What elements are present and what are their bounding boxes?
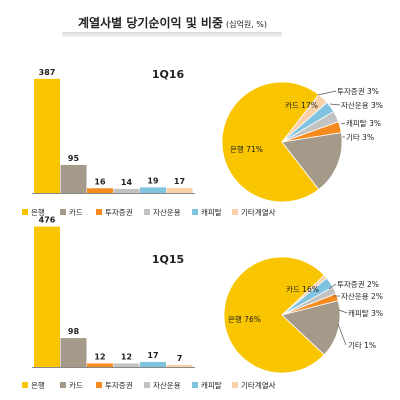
bar-1-1 — [34, 78, 60, 193]
legend-swatch-1-3 — [96, 209, 102, 215]
bar-value-label-2-6: 7 — [177, 354, 183, 363]
pie-leader-line-2-5 — [338, 309, 348, 314]
pie-leader-line-1-4 — [329, 103, 341, 106]
pie-leader-line-2-3 — [328, 283, 337, 290]
bar-2-1 — [34, 226, 60, 367]
pie-slice-1-2 — [281, 132, 343, 190]
bar-2-5 — [140, 361, 166, 367]
pie-label-2-4: 자산운용 2% — [341, 291, 383, 301]
legend-label-2-6: 기타계열사 — [241, 380, 276, 390]
pie-label-2-5: 캐피탈 3% — [348, 309, 383, 318]
bar-value-label-2-1: 476 — [39, 216, 56, 225]
legend-label-1-4: 자산운용 — [153, 207, 181, 217]
bar-value-label-1-6: 17 — [174, 177, 185, 186]
bar-value-label-2-3: 12 — [94, 352, 105, 361]
chart-title: 계열사별 당기순이익 및 비중 (십억원, %) — [78, 14, 267, 31]
pie-leader-line-1-3 — [317, 90, 337, 96]
pie-label-2-6: 기타 1% — [348, 341, 376, 350]
bar-1-2 — [60, 164, 87, 193]
legend-label-2-5: 캐피탈 — [201, 381, 222, 390]
bar-1-3 — [87, 188, 113, 193]
bar-value-label-2-5: 17 — [147, 351, 158, 360]
legend-swatch-1-2 — [60, 209, 66, 215]
bar-value-label-2-4: 12 — [121, 352, 132, 361]
legend-swatch-2-6 — [232, 382, 238, 388]
legend-label-1-6: 기타계열사 — [241, 207, 276, 217]
pie-leader-line-2-6 — [337, 323, 347, 346]
bar-1-5 — [140, 187, 166, 193]
pie-label-2-2: 카드 16% — [286, 285, 319, 294]
bar-value-label-1-5: 19 — [147, 176, 159, 185]
bar-1-6 — [166, 187, 193, 193]
unit-text: (십억원, %) — [226, 20, 268, 29]
bar-value-label-1-2: 95 — [68, 154, 80, 163]
pie-slice-2-6 — [281, 274, 328, 316]
legend-swatch-1-1 — [22, 209, 28, 215]
legend-label-2-3: 투자증권 — [105, 381, 133, 390]
bar-2-4 — [113, 363, 140, 367]
pie-slice-2-1 — [223, 256, 325, 374]
bar-value-label-1-3: 16 — [94, 177, 106, 186]
bar-value-label-2-2: 98 — [68, 327, 80, 336]
legend-label-2-2: 카드 — [69, 381, 83, 390]
pie-label-1-2: 카드 17% — [285, 101, 318, 110]
pie-label-1-4: 자산운용 3% — [341, 100, 383, 110]
legend-swatch-2-2 — [60, 382, 66, 388]
pie-leader-line-1-5 — [340, 122, 346, 125]
title-underline — [62, 32, 282, 37]
legend-swatch-2-5 — [192, 382, 198, 388]
bar-2-2 — [60, 338, 87, 367]
bar-2-3 — [87, 363, 113, 367]
legend-swatch-1-4 — [144, 209, 150, 215]
bar-chart-title-2: 1Q15 — [152, 253, 184, 266]
bar-1-4 — [113, 188, 140, 193]
pie-slice-2-2 — [281, 300, 341, 356]
bar-chart-title-1: 1Q16 — [152, 68, 185, 81]
legend-swatch-2-1 — [22, 382, 28, 388]
legend-label-1-3: 투자증권 — [105, 208, 133, 217]
legend-label-1-1: 은행 — [31, 207, 45, 217]
legend-label-1-5: 캐피탈 — [201, 208, 222, 217]
legend-label-1-2: 카드 — [69, 208, 83, 217]
bar-2-6 — [166, 364, 193, 367]
pie-slice-1-1 — [221, 81, 320, 203]
bar-value-label-1-1: 387 — [39, 68, 56, 77]
legend-label-2-1: 은행 — [31, 380, 45, 390]
legend-label-2-4: 자산운용 — [153, 380, 181, 390]
title-text: 계열사별 당기순이익 및 비중 — [78, 16, 224, 30]
legend-swatch-2-3 — [96, 382, 102, 388]
legend-swatch-1-5 — [192, 209, 198, 215]
pie-label-1-3: 투자증권 3% — [337, 87, 379, 96]
bar-value-label-1-4: 14 — [121, 178, 133, 187]
pie-label-2-3: 투자증권 2% — [337, 280, 379, 289]
pie-label-2-1: 은행 76% — [228, 314, 261, 324]
legend-swatch-2-4 — [144, 382, 150, 388]
pie-label-1-6: 기타 3% — [346, 133, 374, 142]
pie-label-1-1: 은행 71% — [230, 144, 263, 154]
pie-label-1-5: 캐피탈 3% — [346, 119, 381, 128]
legend-swatch-1-6 — [232, 209, 238, 215]
